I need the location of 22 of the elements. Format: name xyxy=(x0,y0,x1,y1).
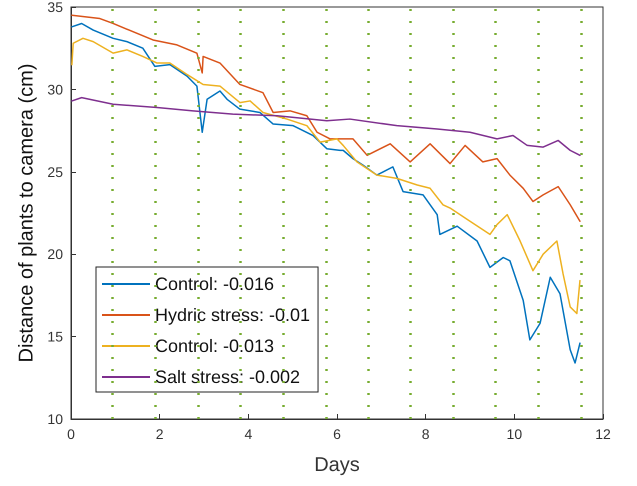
y-tick-label: 35 xyxy=(47,0,64,15)
legend-label: Control: -0.016 xyxy=(155,274,274,294)
x-tick-label: 12 xyxy=(595,426,611,442)
y-tick-label: 15 xyxy=(47,328,64,345)
legend-label: Control: -0.013 xyxy=(155,336,274,356)
x-tick-label: 0 xyxy=(67,426,76,442)
y-tick-label: 30 xyxy=(47,81,64,98)
line-series xyxy=(71,14,581,222)
y-axis-title: Distance of plants to camera (cm) xyxy=(16,64,38,362)
legend-label: Salt stress: -0.002 xyxy=(155,367,300,387)
y-tick-label: 10 xyxy=(47,411,64,427)
x-tick-label: 6 xyxy=(333,426,342,442)
x-axis-title: Days xyxy=(314,454,360,476)
x-tick-label: 8 xyxy=(422,426,430,442)
y-tick-label: 25 xyxy=(47,164,64,180)
y-tick-label: 20 xyxy=(47,246,64,262)
line-series xyxy=(71,96,581,156)
line-series xyxy=(71,22,581,364)
x-tick-label: 10 xyxy=(506,426,522,442)
x-tick-label: 2 xyxy=(156,426,164,442)
legend-label: Hydric stress: -0.01 xyxy=(155,305,310,325)
x-tick-label: 4 xyxy=(244,426,252,442)
